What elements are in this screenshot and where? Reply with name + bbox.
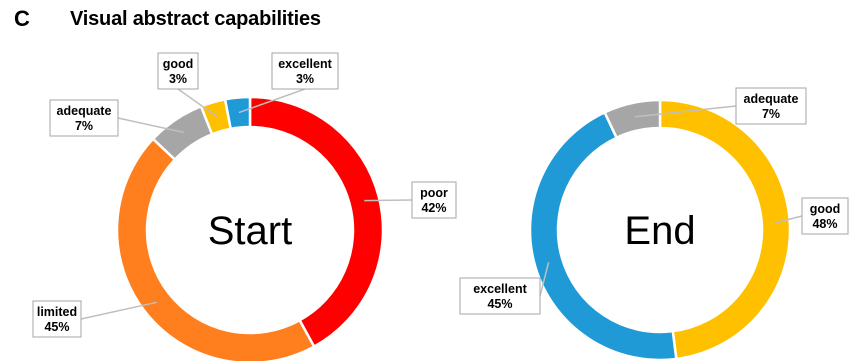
slice-value-label: 7% <box>75 119 93 133</box>
slice-value-label: 42% <box>421 201 446 215</box>
leader-line <box>117 117 184 134</box>
donut-chart-start: Startpoor42%limited45%adequate7%good3%ex… <box>32 52 457 361</box>
leader-line <box>539 262 550 297</box>
slice-value-label: 7% <box>762 107 780 121</box>
leader-line <box>177 88 218 118</box>
slice-excellent <box>223 95 252 131</box>
slice-label: good <box>810 202 841 216</box>
slice-label: good <box>163 57 194 71</box>
slice-value-label: 45% <box>44 320 69 334</box>
leader-line <box>634 105 737 118</box>
leader-line <box>80 301 157 320</box>
slice-label: poor <box>420 186 448 200</box>
callout-box <box>271 52 339 90</box>
callout-box <box>735 87 807 125</box>
slice-label: excellent <box>473 282 527 296</box>
leader-line <box>238 88 306 114</box>
panel-letter: C <box>14 6 30 31</box>
slice-label: limited <box>37 305 77 319</box>
callout-box <box>459 277 541 315</box>
slice-label: adequate <box>744 92 799 106</box>
callout-box <box>157 52 199 90</box>
callout-box <box>801 197 849 235</box>
slice-label: adequate <box>57 104 112 118</box>
slice-good <box>658 98 792 361</box>
slice-adequate <box>602 98 662 140</box>
center-label: End <box>624 209 695 253</box>
figure-title: Visual abstract capabilities <box>70 8 321 30</box>
slice-value-label: 48% <box>812 217 837 231</box>
callout-box <box>411 181 457 219</box>
slice-label: excellent <box>278 57 332 71</box>
leader-line <box>364 199 413 202</box>
center-label: Start <box>208 209 292 253</box>
slice-value-label: 3% <box>169 72 187 86</box>
slice-limited <box>115 137 316 361</box>
slice-value-label: 45% <box>487 297 512 311</box>
slice-value-label: 3% <box>296 72 314 86</box>
callout-box <box>32 300 82 338</box>
leader-line <box>775 215 803 224</box>
callout-box <box>49 99 119 137</box>
